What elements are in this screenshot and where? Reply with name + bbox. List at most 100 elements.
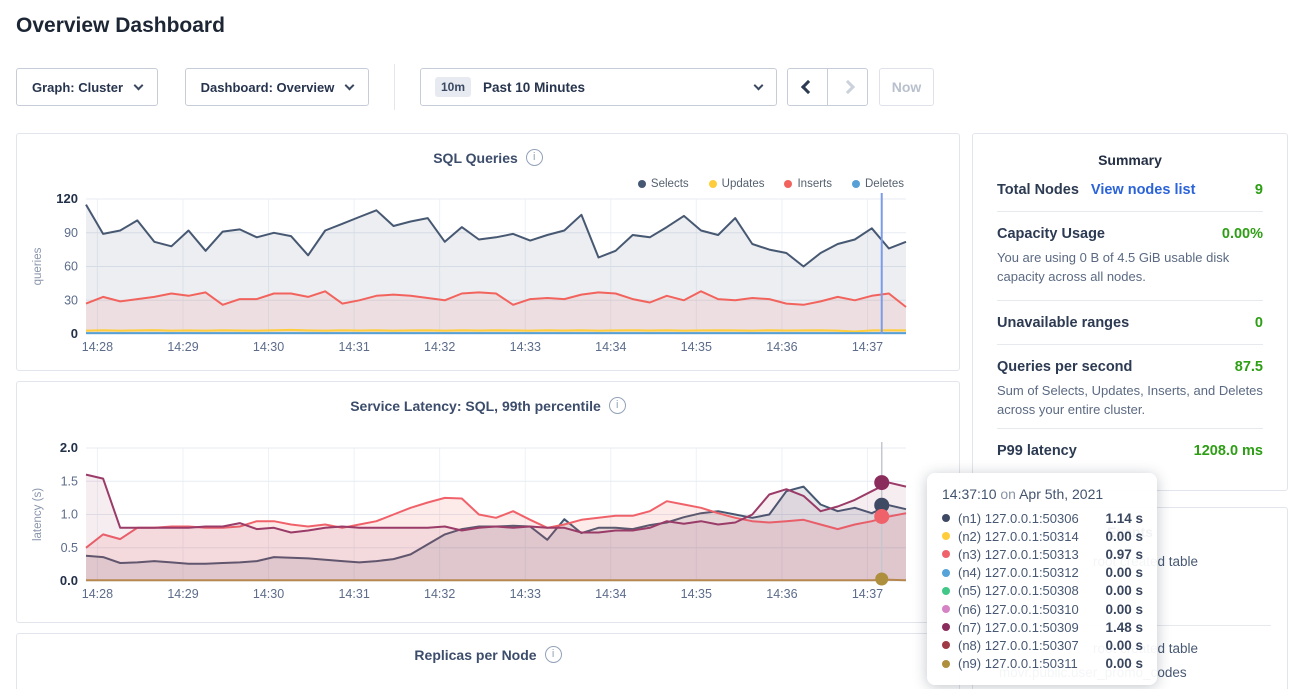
node-color-dot-icon [942, 550, 950, 559]
info-icon[interactable]: i [608, 397, 626, 414]
p99-latency-value: 1208.0 ms [1193, 443, 1263, 460]
svg-text:14:31: 14:31 [338, 587, 369, 601]
capacity-usage-value: 0.00% [1221, 226, 1263, 242]
page-title: Overview Dashboard [16, 14, 225, 37]
svg-text:14:33: 14:33 [510, 340, 541, 354]
node-color-dot-icon [942, 568, 950, 577]
tooltip-row: (n9) 127.0.0.1:50311 0.00 s [942, 655, 1143, 673]
legend-dot-icon [852, 180, 860, 188]
summary-row-qps: Queries per second 87.5 Sum of Selects, … [997, 345, 1263, 430]
svg-text:14:32: 14:32 [424, 340, 455, 354]
svg-text:1.0: 1.0 [61, 508, 78, 522]
node-color-dot-icon [942, 641, 950, 650]
total-nodes-value: 9 [1254, 182, 1263, 198]
tooltip-row: (n5) 127.0.0.1:50308 0.00 s [942, 582, 1143, 600]
svg-text:14:30: 14:30 [253, 340, 284, 354]
replicas-per-node-title: Replicas per Node i [17, 646, 959, 663]
node-color-dot-icon [942, 514, 950, 523]
svg-text:0: 0 [71, 326, 78, 341]
svg-text:14:35: 14:35 [681, 587, 712, 601]
tooltip-rows: (n1) 127.0.0.1:50306 1.14 s (n2) 127.0.0.1… [942, 509, 1143, 673]
tooltip-row: (n4) 127.0.0.1:50312 0.00 s [942, 564, 1143, 582]
svg-text:60: 60 [64, 260, 78, 274]
tooltip-row: (n8) 127.0.0.1:50307 0.00 s [942, 636, 1143, 654]
latency-hover-tooltip: 14:37:10 on Apr 5th, 2021 (n1) 127.0.0.1… [927, 473, 1157, 685]
chevron-right-icon [840, 79, 855, 95]
node-color-dot-icon [942, 586, 950, 595]
summary-row-total-nodes: Total Nodes View nodes list 9 [997, 168, 1263, 212]
svg-text:0.0: 0.0 [60, 573, 78, 588]
service-latency-card: Service Latency: SQL, 99th percentile i … [16, 381, 960, 623]
summary-panel: Summary Total Nodes View nodes list 9 Ca… [972, 133, 1288, 491]
legend-item-updates[interactable]: Updates [708, 178, 764, 190]
svg-text:14:29: 14:29 [167, 587, 198, 601]
svg-text:30: 30 [64, 293, 78, 307]
p99-latency-label: P99 latency [997, 443, 1077, 460]
summary-title: Summary [1098, 152, 1162, 168]
legend-item-deletes[interactable]: Deletes [852, 178, 904, 190]
legend-item-inserts[interactable]: Inserts [784, 178, 832, 190]
svg-text:14:37: 14:37 [852, 587, 883, 601]
svg-text:14:35: 14:35 [681, 340, 712, 354]
svg-text:14:34: 14:34 [595, 587, 626, 601]
sql-queries-chart: 14:28 14:29 14:30 14:31 14:32 14:33 14:34 14:35… [32, 191, 907, 354]
tooltip-row: (n1) 127.0.0.1:50306 1.14 s [942, 509, 1143, 527]
qps-description: Sum of Selects, Updates, Inserts, and De… [997, 382, 1263, 417]
svg-text:14:29: 14:29 [167, 340, 198, 354]
node-color-dot-icon [942, 659, 950, 668]
legend-dot-icon [784, 180, 793, 188]
svg-text:queries: queries [32, 247, 44, 285]
tooltip-row: (n7) 127.0.0.1:50309 1.48 s [942, 618, 1143, 636]
node-color-dot-icon [942, 605, 950, 614]
node-color-dot-icon [942, 623, 950, 632]
svg-text:14:31: 14:31 [338, 340, 369, 354]
view-nodes-list-link[interactable]: View nodes list [1090, 182, 1196, 198]
sql-queries-card: SQL Queries i Selects Updates Inserts Delet… [16, 133, 960, 371]
svg-text:14:32: 14:32 [424, 587, 455, 601]
svg-text:0.5: 0.5 [61, 541, 78, 555]
chevron-down-icon [753, 80, 764, 91]
svg-text:1.5: 1.5 [61, 474, 78, 488]
time-next-button[interactable] [827, 68, 868, 106]
chevron-down-icon [344, 80, 355, 91]
toolbar-divider [394, 64, 395, 110]
svg-text:14:28: 14:28 [82, 587, 113, 601]
svg-text:latency (s): latency (s) [32, 488, 44, 541]
chevron-left-icon [800, 79, 815, 95]
capacity-usage-label: Capacity Usage [997, 226, 1105, 242]
dashboard-dropdown[interactable]: Dashboard: Overview [185, 68, 369, 106]
total-nodes-label: Total Nodes [997, 182, 1079, 198]
svg-text:90: 90 [64, 226, 78, 240]
svg-text:14:28: 14:28 [82, 340, 113, 354]
summary-row-unavailable-ranges: Unavailable ranges 0 [997, 301, 1263, 345]
tooltip-row: (n2) 127.0.0.1:50314 0.00 s [942, 527, 1143, 545]
info-icon[interactable]: i [544, 646, 562, 663]
graph-dropdown[interactable]: Graph: Cluster [16, 68, 158, 106]
time-prev-button[interactable] [787, 68, 828, 106]
sql-queries-title: SQL Queries i [17, 149, 959, 166]
qps-value: 87.5 [1234, 358, 1263, 375]
info-icon[interactable]: i [525, 149, 543, 166]
service-latency-chart: 14:28 14:29 14:30 14:31 14:32 14:33 14:34 14:35… [32, 440, 907, 601]
service-latency-title: Service Latency: SQL, 99th percentile i [17, 397, 959, 414]
sql-queries-legend: Selects Updates Inserts Deletes [637, 178, 904, 190]
svg-text:14:36: 14:36 [766, 340, 797, 354]
legend-dot-icon [708, 180, 717, 188]
time-range-label: Past 10 Minutes [483, 79, 586, 95]
svg-text:14:37: 14:37 [852, 340, 883, 354]
node-color-dot-icon [942, 532, 950, 541]
graph-dropdown-label: Graph: Cluster [31, 79, 123, 95]
unavailable-ranges-label: Unavailable ranges [997, 314, 1130, 331]
unavailable-ranges-value: 0 [1254, 314, 1263, 331]
legend-dot-icon [637, 180, 646, 188]
dashboard-dropdown-label: Dashboard: Overview [200, 79, 335, 95]
now-button[interactable]: Now [879, 68, 934, 106]
svg-text:14:30: 14:30 [253, 587, 284, 601]
capacity-usage-description: You are using 0 B of 4.5 GiB usable disk… [997, 250, 1230, 284]
time-range-dropdown[interactable]: 10m Past 10 Minutes [420, 68, 777, 106]
summary-row-p99: P99 latency 1208.0 ms [997, 429, 1263, 472]
time-range-badge: 10m [435, 77, 472, 97]
svg-text:14:34: 14:34 [595, 340, 626, 354]
legend-item-selects[interactable]: Selects [637, 178, 689, 190]
